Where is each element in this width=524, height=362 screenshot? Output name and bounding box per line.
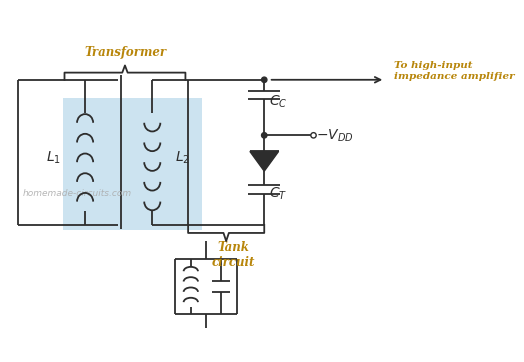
Text: $C_C$: $C_C$ bbox=[269, 94, 287, 110]
Bar bbox=[63, 98, 202, 230]
Circle shape bbox=[311, 132, 316, 138]
Text: To high-input
impedance amplifier: To high-input impedance amplifier bbox=[394, 61, 515, 80]
Circle shape bbox=[261, 132, 267, 138]
Text: $C_T$: $C_T$ bbox=[269, 185, 287, 202]
Circle shape bbox=[261, 77, 267, 83]
Text: Transformer: Transformer bbox=[84, 46, 167, 59]
Text: homemade-circuits.com: homemade-circuits.com bbox=[23, 189, 132, 198]
Text: $L_2$: $L_2$ bbox=[174, 150, 190, 166]
Text: Tank
circuit: Tank circuit bbox=[211, 241, 255, 269]
Polygon shape bbox=[250, 151, 279, 171]
Text: $-V_{DD}$: $-V_{DD}$ bbox=[316, 127, 354, 143]
Text: $L_1$: $L_1$ bbox=[46, 150, 61, 166]
